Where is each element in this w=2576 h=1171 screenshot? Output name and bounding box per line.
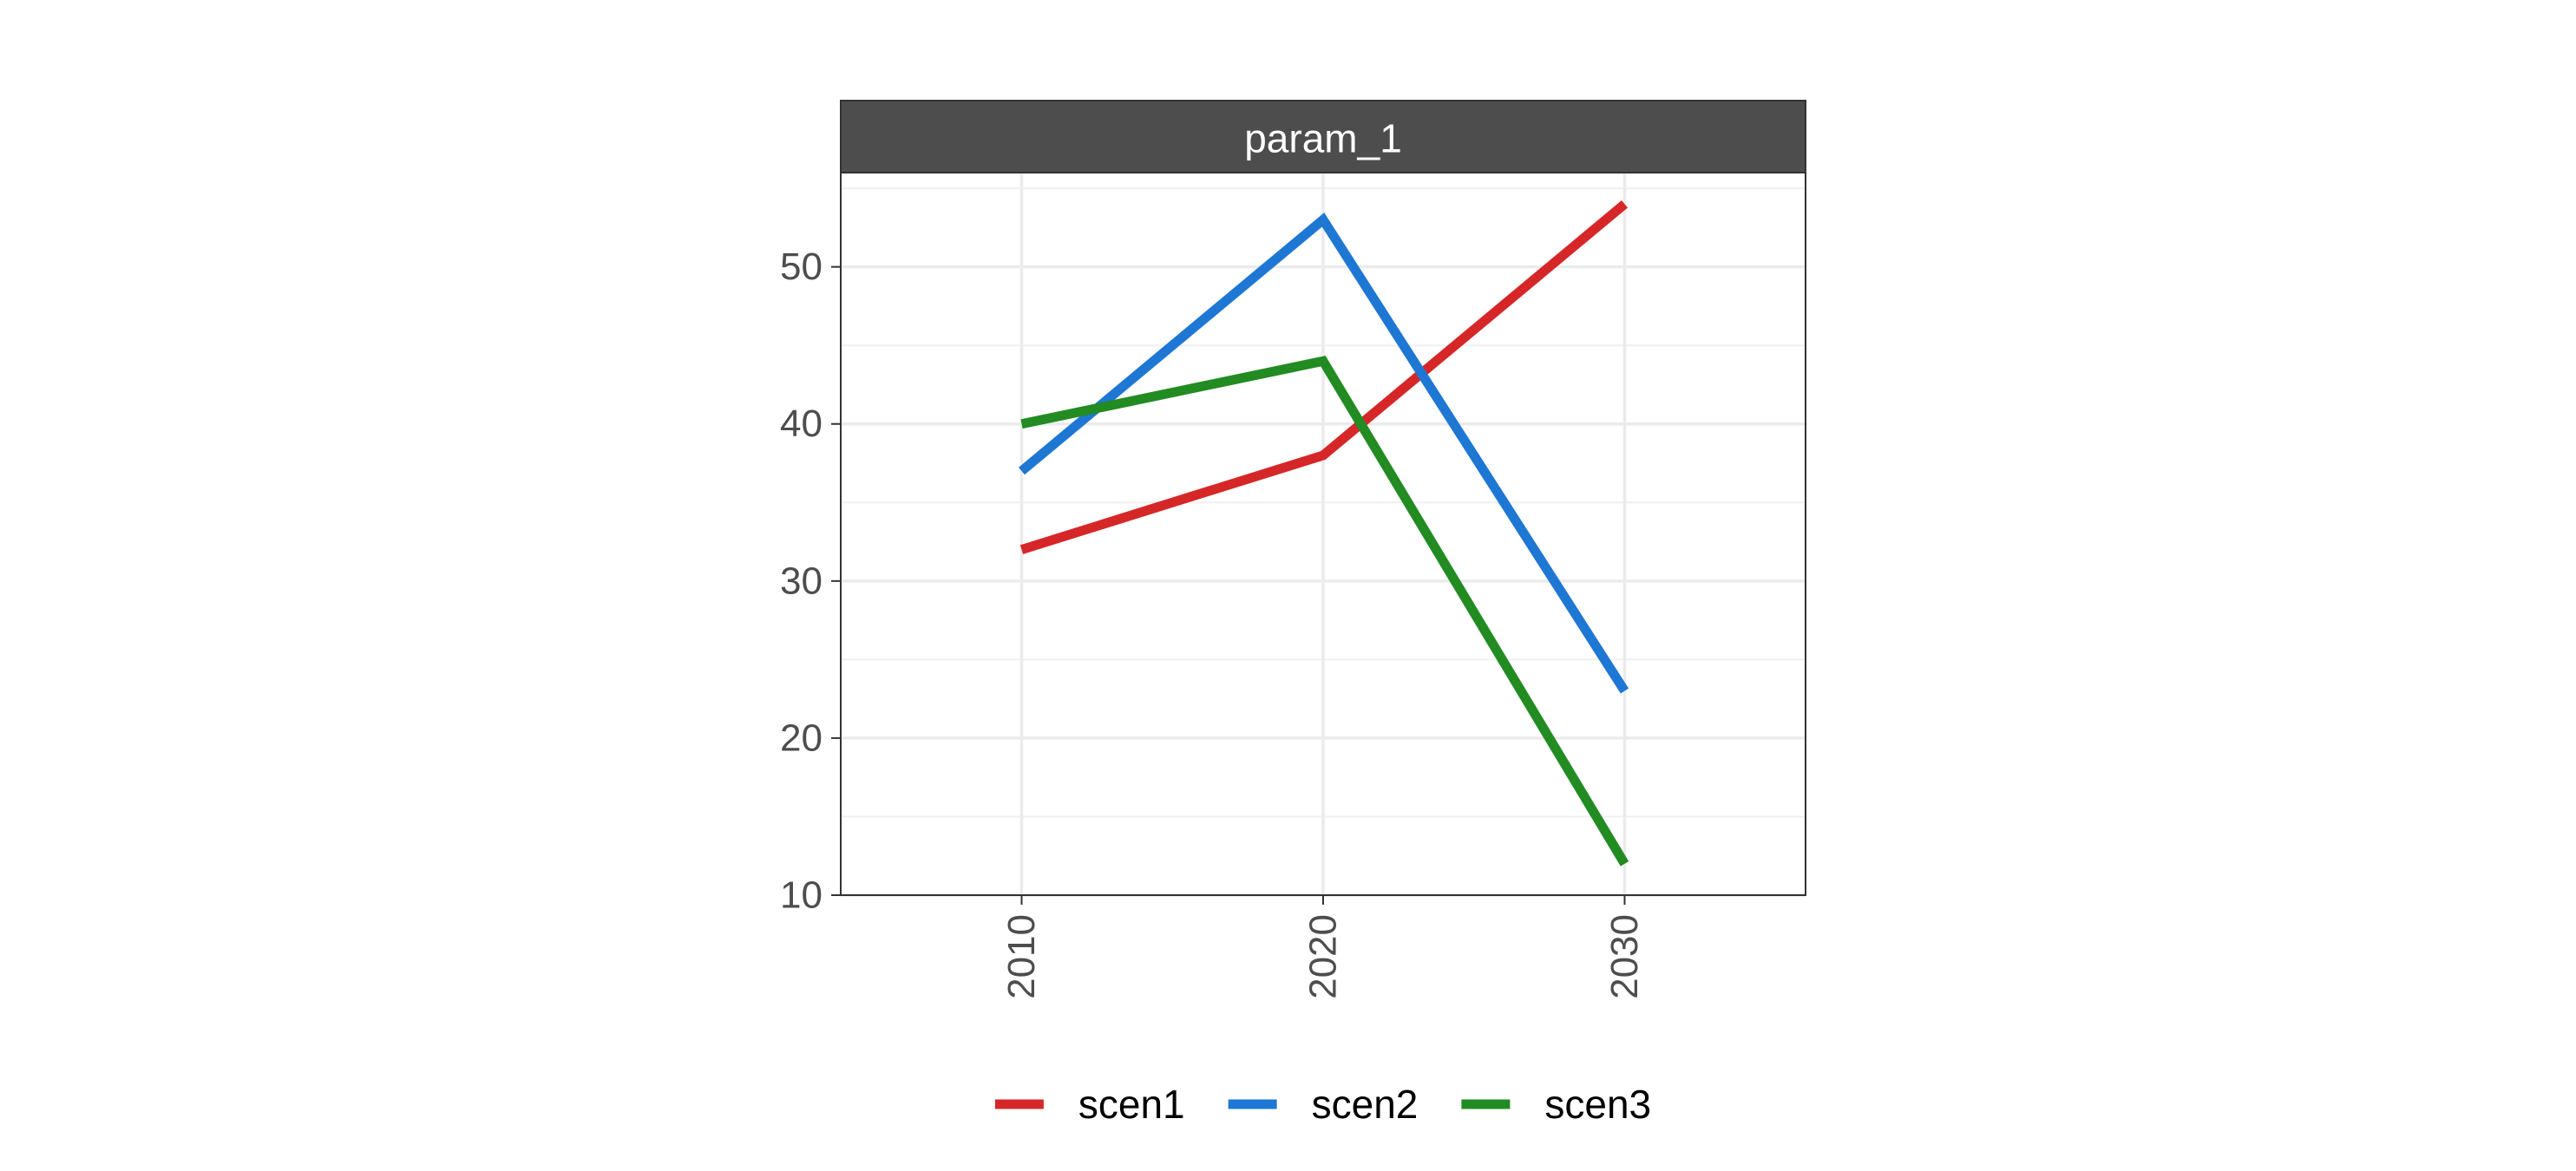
x-tick-label: 2020	[1302, 914, 1345, 999]
series-line-scen3	[1020, 356, 1629, 867]
legend: scen1 scen2 scen3	[994, 1082, 1651, 1127]
y-tick-label: 50	[780, 245, 823, 288]
major-gridlines	[841, 173, 1806, 897]
series-lines	[1018, 200, 1629, 867]
facet-title: param_1	[1244, 116, 1402, 161]
y-tick-label: 10	[780, 874, 823, 917]
y-tick-label: 40	[780, 402, 823, 445]
facet-strip-background	[840, 100, 1806, 173]
y-axis: 10 20 30 40 50	[780, 245, 841, 917]
facet-strip: param_1	[840, 100, 1806, 173]
x-axis: 2010 2020 2030	[1000, 895, 1646, 999]
x-tick-label: 2010	[1000, 914, 1043, 999]
x-tick-label: 2030	[1603, 914, 1646, 999]
series-line-scen1	[1019, 200, 1629, 554]
y-tick-label: 30	[780, 559, 823, 602]
legend-label-scen2: scen2	[1312, 1082, 1419, 1127]
series-line-scen2	[1018, 213, 1629, 694]
legend-label-scen1: scen1	[1078, 1082, 1185, 1127]
y-tick-label: 20	[780, 716, 823, 759]
legend-label-scen3: scen3	[1544, 1082, 1651, 1127]
